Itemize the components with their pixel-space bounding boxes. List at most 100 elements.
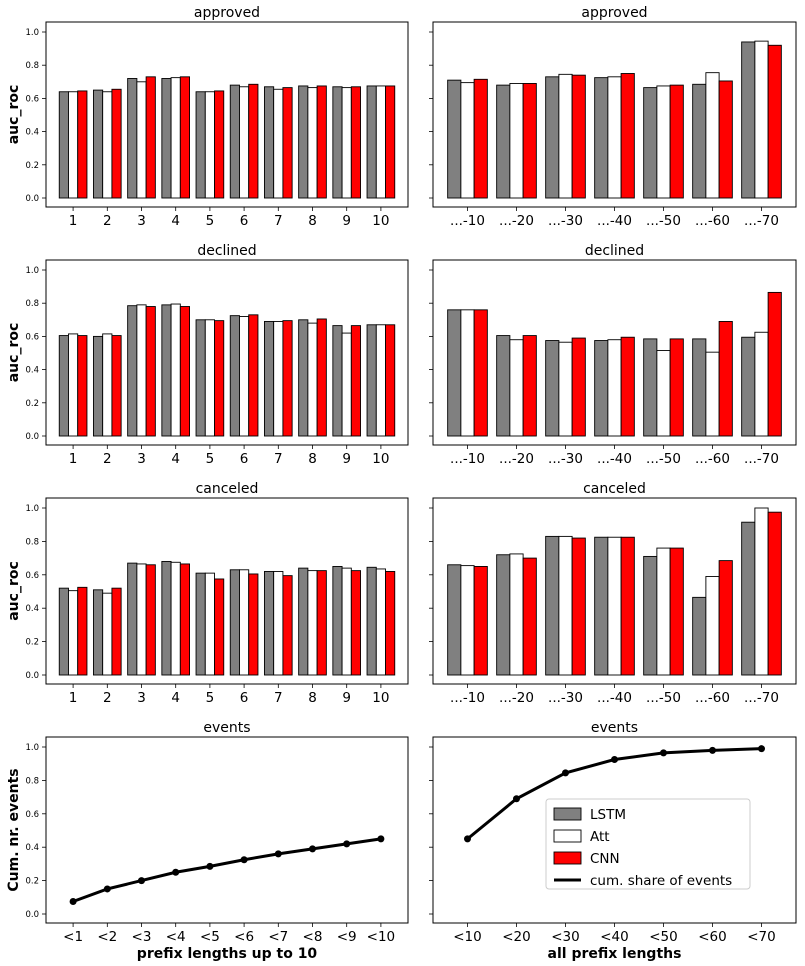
bar-cnn-...-20 — [522, 557, 537, 676]
y-axis-label: Cum. nr. events — [6, 768, 22, 891]
bar-lstm-...-40 — [594, 340, 609, 437]
bar-cnn-8 — [316, 318, 327, 437]
x-tick-label: <60 — [698, 929, 727, 945]
bar-lstm-...-60 — [692, 83, 707, 199]
bar-att-2 — [102, 592, 113, 676]
bar-att-...-30 — [558, 341, 573, 437]
x-tick-label: ...-40 — [597, 213, 632, 229]
bar-cnn-...-70 — [767, 291, 782, 437]
panel-canceled-right: canceled ...-10 ...-20 ...-30 ...-40 ...-50..… — [429, 481, 797, 706]
bar-att-...-30 — [558, 73, 573, 199]
bar-att-8 — [307, 87, 318, 199]
y-tick-label: 0.2 — [25, 877, 39, 887]
bar-att-7 — [273, 321, 284, 437]
panel-title: events — [591, 720, 638, 736]
point-<7 — [274, 850, 282, 858]
y-tick-label: 0.8 — [25, 61, 39, 71]
axes-frame — [45, 21, 409, 208]
bar-cnn-4 — [179, 76, 191, 199]
bar-cnn-4 — [179, 563, 191, 676]
x-axis-label: prefix lengths up to 10 — [137, 946, 318, 962]
axes-frame — [45, 736, 409, 924]
x-tick-label: ...-50 — [646, 690, 681, 706]
bar-lstm-5 — [195, 572, 206, 676]
bar-lstm-6 — [229, 569, 240, 676]
point-<10 — [464, 835, 471, 843]
bar-att-4 — [170, 303, 181, 437]
x-tick-label: <20 — [502, 929, 531, 945]
bar-lstm-...-40 — [594, 77, 609, 199]
bar-lstm-2 — [92, 335, 104, 437]
bar-lstm-...-20 — [496, 84, 511, 199]
x-tick-label: 2 — [103, 213, 112, 229]
bar-att-2 — [102, 91, 113, 199]
point-<70 — [758, 745, 765, 753]
x-tick-label: <30 — [551, 929, 580, 945]
bar-att-8 — [307, 570, 318, 676]
bar-cnn-2 — [111, 335, 122, 437]
y-tick-label: 0.6 — [25, 94, 39, 104]
y-tick-label: 1.0 — [25, 504, 39, 514]
bar-att-9 — [341, 332, 352, 437]
y-tick-label: 0.0 — [25, 432, 39, 442]
bar-att-5 — [204, 572, 215, 676]
bar-att-...-60 — [705, 72, 720, 199]
y-axis-label: auc_roc — [6, 85, 22, 145]
bar-cnn-8 — [316, 570, 327, 676]
bar-cnn-6 — [248, 314, 259, 437]
bar-att-...-20 — [509, 553, 524, 676]
bar-lstm-...-50 — [643, 555, 658, 676]
y-tick-label: 0.0 — [25, 194, 39, 204]
bar-lstm-3 — [127, 305, 138, 437]
bar-att-...-60 — [705, 576, 720, 676]
legend-swatch-cnn — [553, 851, 582, 865]
bar-cnn-10 — [385, 324, 396, 437]
legend-label: Att — [590, 829, 610, 845]
bar-lstm-...-50 — [643, 338, 658, 437]
legend-label: LSTM — [590, 807, 626, 823]
panel-declined-right: declined ...-10 ...-20 ...-30 ...-40 ...-50..… — [429, 243, 797, 467]
x-tick-label: 4 — [171, 690, 180, 706]
bar-lstm-1 — [58, 335, 69, 437]
bar-cnn-...-30 — [571, 337, 586, 437]
panel-declined-left: declined 0.0 0.2 0.4 0.6 0.8 1.0 1 2 3 4 5 6 7 8 9 10 auc… — [6, 243, 409, 467]
y-tick-label: 1.0 — [25, 743, 39, 753]
bar-lstm-...-60 — [692, 596, 707, 676]
bar-cnn-5 — [214, 578, 225, 676]
x-tick-label: ...-70 — [744, 451, 779, 467]
x-tick-label: 7 — [274, 690, 283, 706]
bar-cnn-...-40 — [620, 73, 635, 199]
x-tick-label: <70 — [747, 929, 776, 945]
x-axis-label: all prefix lengths — [548, 946, 682, 962]
x-tick-label: 8 — [308, 690, 317, 706]
x-tick-label: ...-30 — [548, 690, 583, 706]
y-tick-label: 0.2 — [25, 161, 39, 171]
x-tick-label: 3 — [137, 451, 146, 467]
bar-lstm-...-70 — [741, 41, 756, 199]
x-tick-label: 8 — [308, 451, 317, 467]
legend-swatch-att — [553, 829, 582, 843]
x-tick-label: 3 — [137, 213, 146, 229]
point-<6 — [240, 856, 248, 864]
point-<3 — [138, 877, 145, 885]
y-tick-label: 0.8 — [25, 537, 39, 547]
x-tick-label: 6 — [240, 690, 249, 706]
bar-lstm-8 — [298, 319, 309, 437]
y-tick-label: 0.8 — [25, 776, 39, 786]
bar-att-1 — [68, 91, 79, 199]
bar-cnn-...-10 — [473, 78, 488, 199]
panel-approved-left: approved 0.0 0.2 0.4 0.6 0.8 1.0 1 2 3 4 5 6 7 8 9 10 auc… — [6, 5, 409, 229]
bar-lstm-5 — [195, 319, 206, 437]
x-tick-label: 7 — [274, 213, 283, 229]
x-tick-label: 4 — [171, 213, 180, 229]
y-tick-label: 0.8 — [25, 299, 39, 309]
bar-lstm-5 — [195, 91, 206, 199]
bar-att-1 — [68, 333, 79, 437]
bar-lstm-6 — [229, 315, 240, 437]
x-tick-label: ...-60 — [695, 213, 730, 229]
bar-lstm-3 — [127, 78, 138, 199]
x-tick-label: ...-50 — [646, 213, 681, 229]
bar-cnn-9 — [350, 86, 362, 199]
bar-att-...-40 — [607, 76, 622, 199]
